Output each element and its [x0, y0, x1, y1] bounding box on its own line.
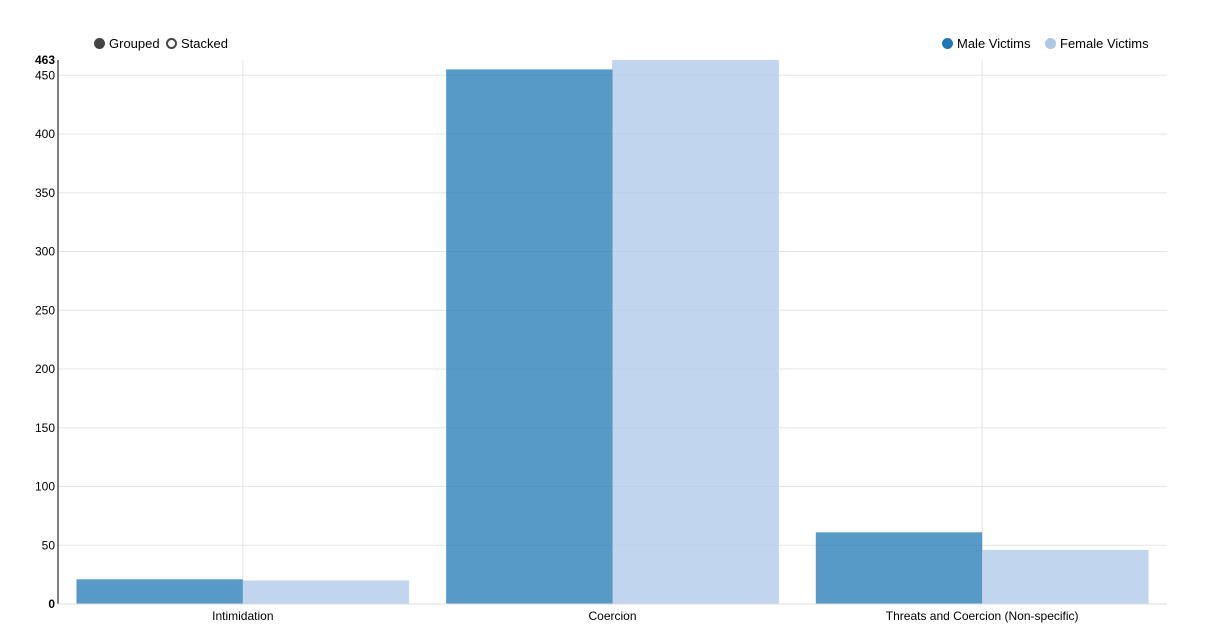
- y-tick-label: 300: [35, 245, 55, 259]
- x-tick-label: Intimidation: [212, 609, 273, 623]
- y-tick-label: 0: [48, 597, 55, 611]
- y-tick-label: 350: [35, 186, 55, 200]
- bar-male: [815, 532, 983, 604]
- bar-male: [76, 579, 243, 604]
- y-tick-label: 250: [35, 303, 55, 317]
- y-tick-label: 450: [35, 68, 55, 82]
- legend-male-label: Male Victims: [957, 36, 1031, 51]
- x-tick-label: Coercion: [588, 609, 636, 623]
- stacked-radio-icon: [166, 38, 177, 49]
- legend-item-male[interactable]: Male Victims: [942, 36, 1030, 51]
- y-tick-label: 200: [35, 362, 55, 376]
- stacked-label: Stacked: [181, 36, 228, 51]
- y-tick-label: 150: [35, 421, 55, 435]
- legend-female-label: Female Victims: [1060, 36, 1149, 51]
- legend-female-swatch-icon: [1045, 38, 1056, 49]
- grouped-label: Grouped: [109, 36, 160, 51]
- bar-male: [446, 69, 613, 605]
- y-tick-label: 50: [42, 538, 56, 552]
- stacked-radio[interactable]: Stacked: [166, 36, 228, 51]
- legend-male-swatch-icon: [942, 38, 953, 49]
- y-tick-label: 100: [35, 480, 55, 494]
- legend-item-female[interactable]: Female Victims: [1045, 36, 1149, 51]
- y-tick-label: 400: [35, 127, 55, 141]
- bar-female: [982, 549, 1149, 604]
- bar-female: [612, 60, 779, 604]
- x-tick-label: Threats and Coercion (Non-specific): [886, 609, 1079, 623]
- grouped-radio[interactable]: Grouped: [94, 36, 160, 51]
- y-max-label: 463: [35, 53, 55, 67]
- bar-female: [242, 580, 410, 604]
- grouped-radio-icon: [94, 38, 105, 49]
